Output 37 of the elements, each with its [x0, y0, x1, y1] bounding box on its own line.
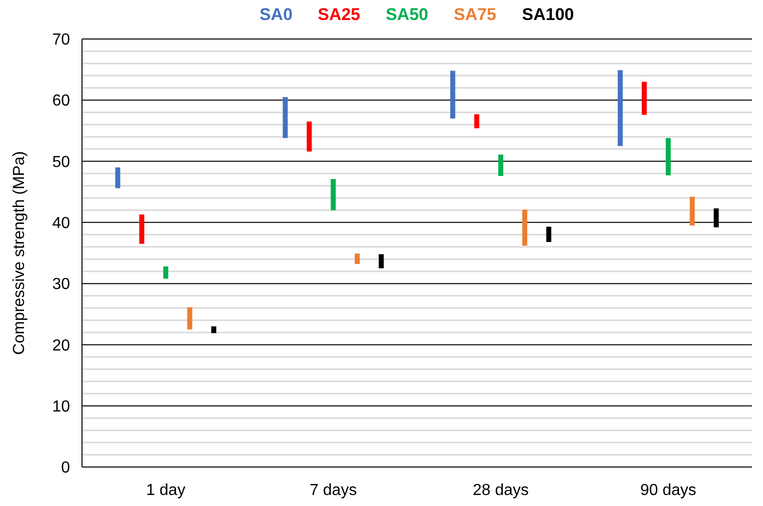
y-tick-label: 0: [61, 460, 70, 477]
text: SA25: [318, 5, 360, 24]
bar: [330, 179, 336, 210]
bar: [139, 214, 144, 244]
bar: [163, 266, 168, 279]
bar: [666, 138, 671, 176]
bar: [115, 167, 120, 188]
text: SA0: [259, 5, 293, 24]
text: SA75: [454, 5, 496, 24]
bar: [211, 326, 216, 334]
y-tick-label: 70: [52, 32, 70, 49]
x-tick-label: 28 days: [472, 482, 529, 499]
bar: [282, 97, 288, 138]
bar: [618, 70, 623, 146]
y-axis-title: Compressive strength (MPa): [11, 151, 28, 355]
bar: [354, 254, 360, 264]
bar: [378, 254, 384, 268]
y-tick-label: 30: [52, 276, 70, 294]
bar: [450, 70, 456, 118]
bar: [690, 196, 695, 226]
text: SA50: [386, 5, 428, 24]
y-tick-label: 50: [52, 154, 70, 171]
x-tick-label: 7 days: [310, 482, 357, 499]
y-tick-label: 40: [52, 215, 70, 232]
bar: [522, 210, 528, 246]
bar: [306, 122, 312, 152]
bar: [187, 307, 192, 330]
x-tick-label: 90 days: [640, 482, 696, 499]
y-tick-label: 10: [52, 398, 70, 416]
bar: [474, 114, 480, 128]
text: SA100: [522, 5, 574, 24]
y-tick-label: 20: [52, 337, 70, 354]
x-tick-label: 1 day: [146, 482, 186, 499]
bar: [498, 154, 504, 176]
y-tick-label: 60: [52, 92, 70, 110]
bar: [546, 226, 552, 242]
bar: [642, 82, 647, 115]
